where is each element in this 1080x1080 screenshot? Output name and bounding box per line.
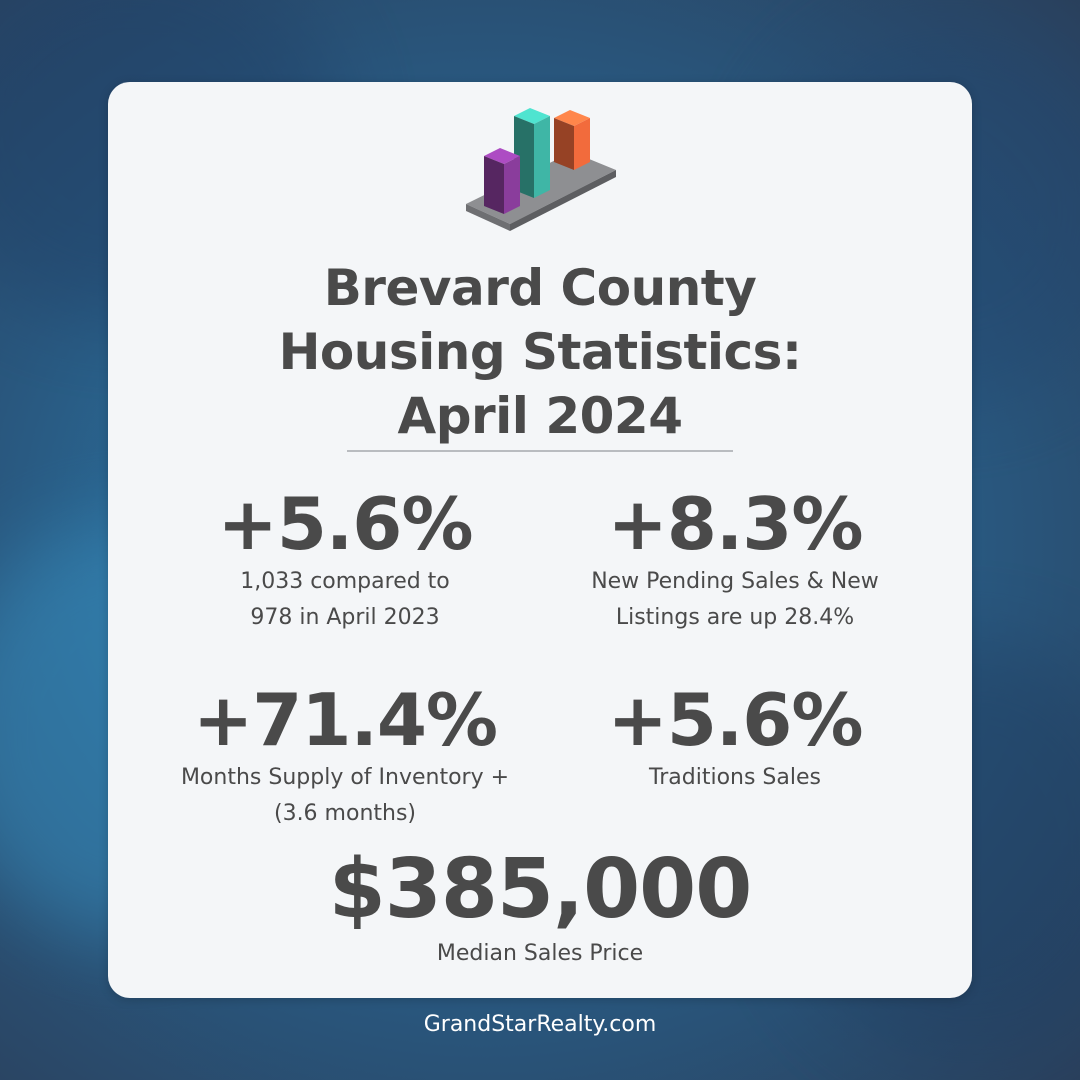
stat-value: +5.6% xyxy=(607,678,863,762)
chart-bar-orange-left xyxy=(554,118,574,170)
chart-bar-purple-top xyxy=(484,148,520,164)
chart-base-left xyxy=(466,204,510,231)
title-divider xyxy=(347,450,733,452)
stat-value: +5.6% xyxy=(217,482,473,566)
stat-closed-sales: +5.6% 1,033 compared to 978 in April 202… xyxy=(150,484,540,636)
title-line: Housing Statistics: xyxy=(278,323,802,381)
stat-label: (3.6 months) xyxy=(273,801,416,826)
chart-base-right xyxy=(510,170,616,231)
stat-pending-sales: +8.3% New Pending Sales & New Listings a… xyxy=(540,484,930,636)
bar-chart-3d-icon xyxy=(466,108,616,231)
stat-value: $385,000 xyxy=(328,842,753,937)
stat-label: Months Supply of Inventory + xyxy=(180,765,510,790)
chart-bar-orange-top xyxy=(554,110,590,126)
chart-bar-purple-right xyxy=(504,156,520,214)
stat-value: +8.3% xyxy=(607,482,863,566)
chart-bar-teal-right xyxy=(534,116,550,198)
stat-months-supply: +71.4% Months Supply of Inventory + (3.6… xyxy=(140,680,550,832)
website-link[interactable]: GrandStarRealty.com xyxy=(423,1012,657,1037)
stat-label: Median Sales Price xyxy=(436,941,644,966)
stat-label: Traditions Sales xyxy=(649,765,821,790)
stat-value: +71.4% xyxy=(192,678,498,762)
stat-median-price: $385,000 Median Sales Price xyxy=(108,844,972,972)
title-line: April 2024 xyxy=(397,387,684,445)
page-title: Brevard County Housing Statistics: April… xyxy=(108,256,972,448)
chart-bar-purple-left xyxy=(484,156,504,214)
title-line: Brevard County xyxy=(323,259,757,317)
stat-label: 978 in April 2023 xyxy=(250,605,440,630)
chart-bar-orange-right xyxy=(574,118,590,170)
stats-card xyxy=(108,82,972,998)
stat-label: 1,033 compared to xyxy=(240,569,450,594)
chart-bar-teal-top xyxy=(514,108,550,124)
stat-label: New Pending Sales & New xyxy=(591,569,879,594)
stat-traditions-sales: +5.6% Traditions Sales xyxy=(540,680,930,796)
stat-label: Listings are up 28.4% xyxy=(615,605,855,630)
